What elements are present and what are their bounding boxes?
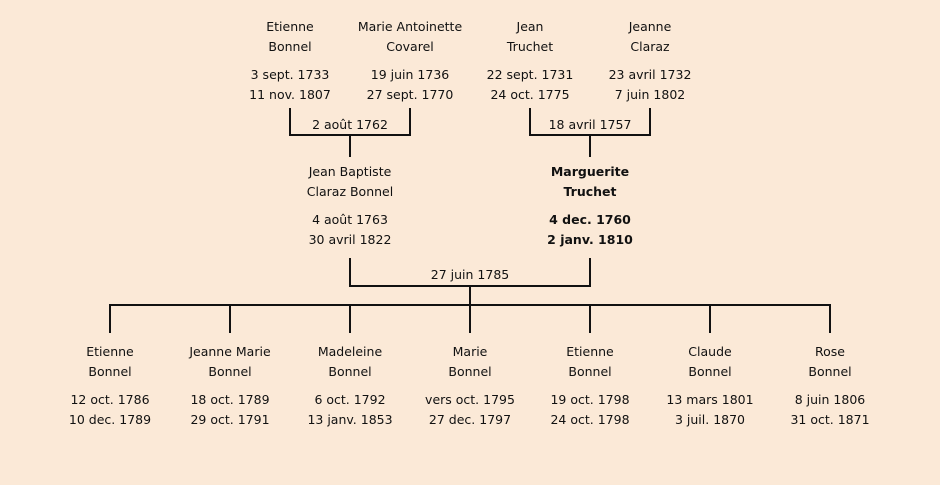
first-name: Jean bbox=[516, 19, 544, 34]
connector-line bbox=[589, 134, 591, 157]
last-name: Bonnel bbox=[208, 364, 252, 379]
death-date: 27 sept. 1770 bbox=[366, 87, 454, 102]
birth-date: 23 avril 1732 bbox=[608, 67, 692, 82]
connector-line bbox=[529, 108, 531, 136]
first-name: Marie bbox=[452, 344, 488, 359]
marriage-date: 18 avril 1757 bbox=[548, 117, 632, 132]
death-date: 3 juil. 1870 bbox=[674, 412, 746, 427]
connector-line bbox=[109, 304, 111, 333]
first-name: Jeanne Marie bbox=[189, 344, 271, 359]
connector-line bbox=[829, 304, 831, 333]
connector-line bbox=[589, 304, 591, 333]
first-name: Etienne bbox=[266, 19, 314, 34]
first-name: Jeanne bbox=[628, 19, 672, 34]
last-name: Covarel bbox=[386, 39, 434, 54]
birth-date: 3 sept. 1733 bbox=[250, 67, 330, 82]
death-date: 13 janv. 1853 bbox=[307, 412, 393, 427]
birth-date: 19 oct. 1798 bbox=[550, 392, 630, 407]
connector-line bbox=[649, 108, 651, 136]
birth-date: 8 juin 1806 bbox=[794, 392, 866, 407]
connector-line bbox=[349, 304, 351, 333]
birth-date: 13 mars 1801 bbox=[666, 392, 754, 407]
last-name: Bonnel bbox=[448, 364, 492, 379]
last-name: Bonnel bbox=[88, 364, 132, 379]
marriage-date: 27 juin 1785 bbox=[430, 267, 510, 282]
birth-date: 4 dec. 1760 bbox=[549, 212, 631, 227]
first-name: Claude bbox=[688, 344, 732, 359]
first-name: Jean Baptiste bbox=[308, 164, 392, 179]
death-date: 11 nov. 1807 bbox=[249, 87, 331, 102]
last-name: Bonnel bbox=[328, 364, 372, 379]
first-name: Madeleine bbox=[317, 344, 383, 359]
last-name: Claraz bbox=[630, 39, 670, 54]
connector-line bbox=[409, 108, 411, 136]
death-date: 2 janv. 1810 bbox=[547, 232, 633, 247]
death-date: 30 avril 1822 bbox=[308, 232, 392, 247]
death-date: 27 dec. 1797 bbox=[428, 412, 512, 427]
birth-date: 19 juin 1736 bbox=[370, 67, 450, 82]
last-name: Bonnel bbox=[568, 364, 612, 379]
death-date: 29 oct. 1791 bbox=[190, 412, 270, 427]
first-name: Marguerite bbox=[550, 164, 630, 179]
marriage-date: 2 août 1762 bbox=[312, 117, 388, 132]
connector-line bbox=[349, 134, 351, 157]
connector-line bbox=[349, 258, 351, 287]
connector-line bbox=[229, 304, 231, 333]
birth-date: vers oct. 1795 bbox=[425, 392, 515, 407]
first-name: Etienne bbox=[86, 344, 134, 359]
last-name: Bonnel bbox=[688, 364, 732, 379]
first-name: Etienne bbox=[566, 344, 614, 359]
death-date: 31 oct. 1871 bbox=[790, 412, 870, 427]
birth-date: 6 oct. 1792 bbox=[314, 392, 386, 407]
birth-date: 4 août 1763 bbox=[312, 212, 388, 227]
birth-date: 12 oct. 1786 bbox=[70, 392, 150, 407]
birth-date: 18 oct. 1789 bbox=[190, 392, 270, 407]
connector-line bbox=[589, 258, 591, 287]
connector-line bbox=[289, 108, 291, 136]
connector-line bbox=[469, 304, 471, 333]
last-name: Truchet bbox=[563, 184, 617, 199]
first-name: Rose bbox=[815, 344, 845, 359]
connector-line bbox=[469, 285, 471, 305]
death-date: 24 oct. 1798 bbox=[550, 412, 630, 427]
last-name: Claraz Bonnel bbox=[306, 184, 394, 199]
death-date: 7 juin 1802 bbox=[614, 87, 686, 102]
connector-line bbox=[709, 304, 711, 333]
birth-date: 22 sept. 1731 bbox=[486, 67, 574, 82]
last-name: Truchet bbox=[506, 39, 554, 54]
last-name: Bonnel bbox=[808, 364, 852, 379]
death-date: 24 oct. 1775 bbox=[490, 87, 570, 102]
death-date: 10 dec. 1789 bbox=[68, 412, 152, 427]
first-name: Marie Antoinette bbox=[357, 19, 463, 34]
last-name: Bonnel bbox=[268, 39, 312, 54]
